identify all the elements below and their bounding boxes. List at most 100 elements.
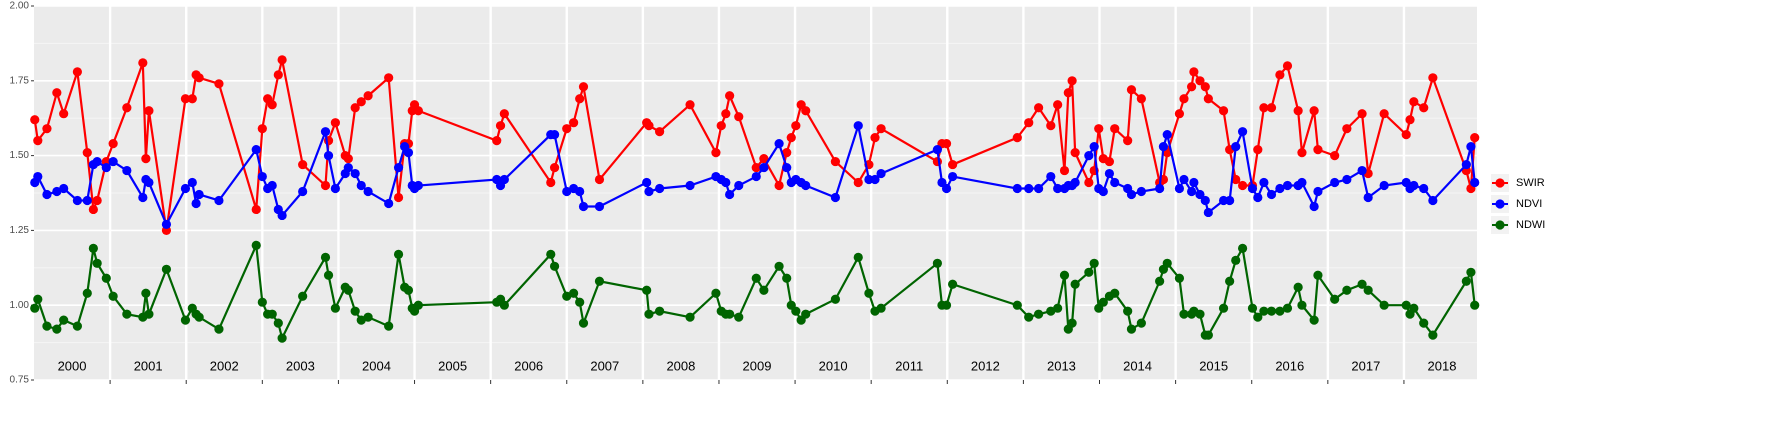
data-point xyxy=(1155,276,1165,286)
data-point xyxy=(1253,192,1263,203)
data-point xyxy=(562,124,572,134)
data-point xyxy=(108,156,118,167)
data-point xyxy=(594,276,605,286)
data-point xyxy=(257,171,267,182)
data-point xyxy=(72,195,82,206)
data-point xyxy=(791,306,801,316)
data-point xyxy=(546,177,556,188)
data-point xyxy=(791,121,801,131)
data-point xyxy=(1189,177,1199,188)
data-point xyxy=(1470,300,1480,310)
data-point xyxy=(30,303,40,313)
data-point xyxy=(774,139,784,149)
data-point xyxy=(257,297,267,307)
year-label: 2004 xyxy=(362,358,391,373)
data-point xyxy=(941,139,952,149)
data-point xyxy=(350,306,360,316)
data-point xyxy=(1110,124,1120,134)
data-point xyxy=(759,285,769,295)
data-point xyxy=(1297,177,1307,188)
data-point xyxy=(642,177,652,188)
data-point xyxy=(1186,82,1197,92)
data-point xyxy=(1313,186,1323,197)
data-point xyxy=(1070,279,1080,289)
data-point xyxy=(801,106,811,116)
data-point xyxy=(1297,148,1307,158)
data-point xyxy=(273,318,283,328)
data-point xyxy=(30,115,40,125)
data-point xyxy=(830,294,841,304)
data-point xyxy=(1428,330,1438,340)
data-point xyxy=(42,189,52,200)
data-point xyxy=(1070,148,1080,158)
data-point xyxy=(932,258,942,268)
data-point xyxy=(562,186,572,197)
data-point xyxy=(1024,118,1034,128)
data-point xyxy=(578,201,589,212)
data-point xyxy=(1123,306,1133,316)
data-point xyxy=(853,252,863,262)
data-point xyxy=(1275,70,1285,80)
data-point xyxy=(214,195,224,206)
data-point xyxy=(594,201,605,212)
data-point xyxy=(1266,189,1277,200)
data-point xyxy=(1428,195,1438,206)
data-point xyxy=(187,177,197,188)
data-point xyxy=(393,162,404,173)
data-point xyxy=(101,162,111,173)
data-point xyxy=(138,58,148,68)
data-point xyxy=(1200,82,1210,92)
data-point xyxy=(343,162,353,173)
data-point xyxy=(578,82,589,92)
data-point xyxy=(1084,151,1094,161)
data-point xyxy=(569,288,579,298)
data-point xyxy=(403,148,414,158)
data-point xyxy=(141,288,151,298)
data-point xyxy=(194,312,204,322)
legend-label: SWIR xyxy=(1516,177,1545,189)
data-point xyxy=(323,270,334,280)
data-point xyxy=(277,55,287,65)
data-point xyxy=(876,124,886,134)
data-point xyxy=(320,127,331,137)
data-point xyxy=(853,177,863,188)
data-point xyxy=(786,133,796,143)
y-tick-label: 1.75 xyxy=(10,75,30,86)
data-point xyxy=(721,177,731,188)
data-point xyxy=(725,91,735,101)
data-point xyxy=(569,118,579,128)
data-point xyxy=(1405,115,1415,125)
data-point xyxy=(52,324,62,334)
data-point xyxy=(864,288,874,298)
data-point xyxy=(655,183,665,194)
data-point xyxy=(1330,151,1340,161)
legend-label: NDVI xyxy=(1516,198,1542,210)
data-point xyxy=(1379,109,1389,119)
data-point xyxy=(932,145,942,155)
data-point xyxy=(1046,306,1056,316)
data-point xyxy=(575,94,585,104)
data-point xyxy=(1126,324,1137,334)
data-point xyxy=(941,183,952,194)
data-point xyxy=(725,309,735,319)
data-point xyxy=(122,165,132,176)
data-point xyxy=(187,94,197,104)
data-point xyxy=(1247,183,1258,194)
data-point xyxy=(1428,73,1438,83)
data-point xyxy=(1282,303,1293,313)
data-point xyxy=(363,312,373,322)
data-point xyxy=(138,192,148,203)
data-point xyxy=(549,162,560,173)
data-point xyxy=(1067,76,1077,86)
data-point xyxy=(1259,103,1269,113)
data-point xyxy=(1012,133,1022,143)
data-point xyxy=(1379,180,1389,191)
y-tick-label: 1.50 xyxy=(10,150,30,161)
data-point xyxy=(876,168,886,179)
data-point xyxy=(251,145,261,155)
data-point xyxy=(1104,156,1115,167)
year-label: 2009 xyxy=(743,358,772,373)
data-point xyxy=(1275,306,1285,316)
data-point xyxy=(1195,76,1205,86)
data-point xyxy=(88,243,98,253)
